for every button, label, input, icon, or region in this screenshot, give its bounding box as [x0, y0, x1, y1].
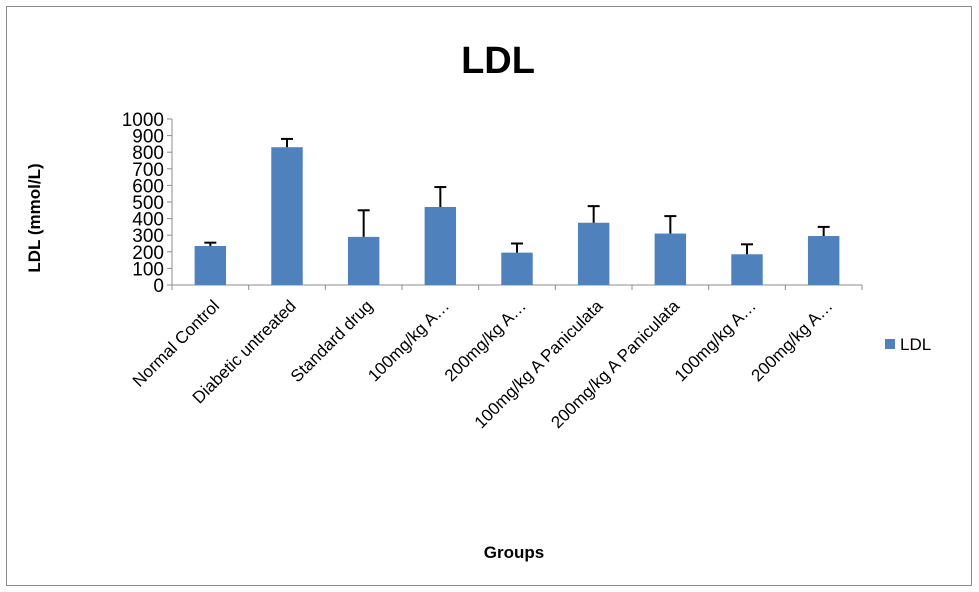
legend-swatch — [885, 339, 895, 349]
bar — [424, 206, 457, 285]
x-tick-label: 100mg/kg A Paniculata — [471, 296, 607, 432]
legend-label: LDL — [900, 335, 931, 354]
y-axis-title: LDL (mmol/L) — [25, 163, 44, 272]
x-tick-label: Standard drug — [287, 296, 377, 386]
x-axis-title: Groups — [484, 543, 544, 562]
bar-chart: LDL LDL (mmol/L) Groups 0100200300400500… — [25, 40, 931, 562]
bar — [731, 254, 763, 285]
y-tick-label: 500 — [132, 193, 164, 214]
x-tick-label: 200mg/kg A Paniculata — [547, 296, 683, 432]
y-tick-label: 100 — [132, 259, 164, 280]
bar — [194, 245, 227, 285]
error-bars — [204, 137, 830, 255]
y-tick-label: 200 — [132, 243, 164, 264]
y-tick-label: 0 — [153, 276, 164, 297]
chart-title: LDL — [461, 40, 535, 82]
y-tick-label: 300 — [132, 226, 164, 247]
bar — [347, 236, 380, 285]
y-tick-label: 1000 — [122, 110, 164, 131]
y-tick-label: 900 — [132, 127, 164, 148]
legend: LDL — [885, 335, 931, 354]
bar — [271, 147, 303, 285]
bar — [807, 236, 840, 285]
y-tick-label: 800 — [132, 143, 164, 164]
bar — [577, 222, 610, 285]
bar — [501, 252, 533, 285]
bar-series — [194, 147, 840, 285]
x-axis-ticks — [171, 285, 863, 290]
y-tick-label: 600 — [132, 176, 164, 197]
x-tick-label: 200mg/kg A… — [748, 296, 837, 385]
y-tick-label: 400 — [132, 210, 164, 231]
chart-frame: LDL LDL (mmol/L) Groups 0 100 200 300 400 500… — [6, 6, 972, 586]
bar — [654, 233, 687, 285]
y-tick-label: 700 — [132, 160, 164, 181]
